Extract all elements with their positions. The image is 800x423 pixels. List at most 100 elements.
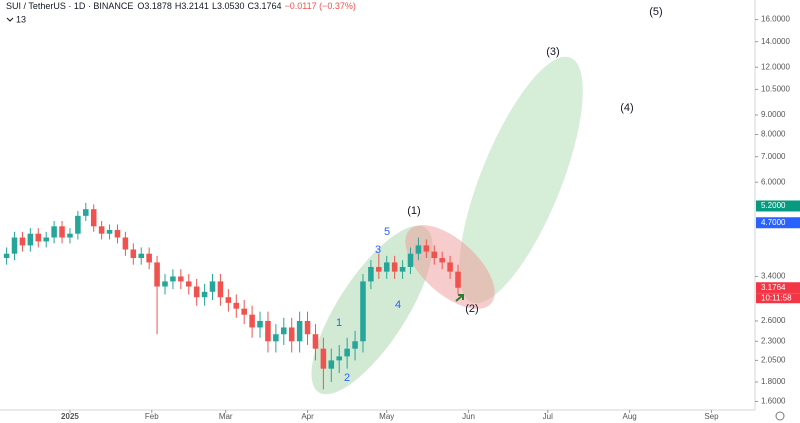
candle-body [43,237,49,242]
price-tag-label: 3.1764 [761,283,786,292]
candle-body [19,237,26,246]
candle-body [98,226,105,234]
candle-body [114,229,121,238]
x-tick-label: Feb [145,412,159,421]
y-tick-label: 2.3000 [761,336,786,345]
countdown-box [756,293,800,304]
y-tick-label: 10.5000 [761,85,790,94]
candle-body [336,356,342,361]
wave-label: (4) [620,102,633,114]
sub-wave-label: 4 [395,299,401,311]
indicator-count[interactable]: 13 [16,14,26,24]
wave-zone [459,56,583,304]
candle-body [178,276,184,282]
candle-body [122,237,129,250]
y-tick-label: 6.0000 [761,177,786,186]
ohlc: C3.1764 [247,1,281,11]
candle-body [201,291,208,298]
sub-wave-label: 1 [336,317,342,329]
candle-body [249,314,255,328]
x-tick-label: 2025 [61,412,79,421]
candle-body [296,320,303,342]
ohlc-change: −0.0117 (−0.37%) [285,1,356,11]
price-tag [756,200,800,212]
symbol: SUI / TetherUS · 1D · BINANCE [6,1,133,11]
plot [3,202,461,390]
x-tick-label: Mar [219,412,233,421]
candle-body [27,233,34,246]
countdown: 10:11:58 [761,293,792,302]
wave-label: (1) [407,205,420,217]
y-tick-label: 14.0000 [761,37,790,46]
ohlc: H3.2141 [175,1,209,11]
candle-body [90,209,97,227]
candle-body [273,334,279,342]
candle-body [344,348,350,357]
x-tick-label: Jun [462,412,475,421]
y-tick-label: 9.0000 [761,110,786,119]
x-tick-label: Apr [301,412,314,421]
ohlc: O3.1878 [137,1,172,11]
candle-body [11,237,18,254]
candle-body [439,258,445,263]
candle-body [415,245,422,254]
y-tick-label: 1.8000 [761,377,786,386]
candle-body [75,215,81,234]
price-tag-label: 4.7000 [761,218,786,227]
y-tick-label: 12.0000 [761,62,790,71]
candle-body [193,286,200,298]
sub-wave-label: 3 [375,244,381,256]
chevron[interactable] [6,17,14,22]
candle-body [162,281,168,287]
candle-body [154,262,160,287]
header: SUI / TetherUS · 1D · BINANCE O3.1878 H3.2… [6,1,356,11]
axes: 16.000014.000012.000010.50009.00008.0000… [61,15,800,421]
candle-body [241,308,247,315]
y-tick-label: 2.0500 [761,355,786,364]
candle-body [257,320,263,328]
x-tick-label: Aug [622,412,636,421]
x-tick-label: May [379,412,394,421]
candle-body [59,226,65,238]
candle-body [288,327,295,342]
candle-body [3,253,10,259]
candle-body [209,281,216,292]
candle-body [51,226,57,238]
wave-label: (2) [465,303,478,315]
candle-body [360,281,366,342]
candle-body [67,233,73,238]
settings-icon[interactable] [775,411,785,421]
candle-body [391,262,398,272]
candle-body [233,302,240,309]
candle-body [383,262,390,272]
y-tick-label: 1.6000 [761,397,786,406]
price-axis [755,0,800,423]
candle-body [281,327,287,335]
candle-body [265,320,271,342]
y-tick-label: 7.0000 [761,152,786,161]
candle-body [217,281,224,298]
x-tick-label: Sep [704,412,719,421]
candle-body [328,360,335,369]
candle-body [170,276,176,282]
candle-body [431,251,438,259]
candle-body [368,266,374,282]
candle-body [312,334,319,349]
y-tick-label: 3.4000 [761,272,786,281]
candle-body [146,253,152,263]
price-tag [756,282,800,294]
candle-body [106,229,113,234]
candle-body [407,253,414,267]
candle-body [35,233,42,242]
y-tick-label: 16.0000 [761,15,790,24]
candle-body [304,320,311,335]
candle-body [399,266,406,272]
candle-body [320,348,327,369]
wave-label: (5) [649,6,662,18]
ohlc: L3.0530 [212,1,245,11]
sub-wave-label: 5 [384,226,390,238]
candle-body [455,271,461,288]
price-tag [756,217,800,229]
candle-body [376,266,382,272]
